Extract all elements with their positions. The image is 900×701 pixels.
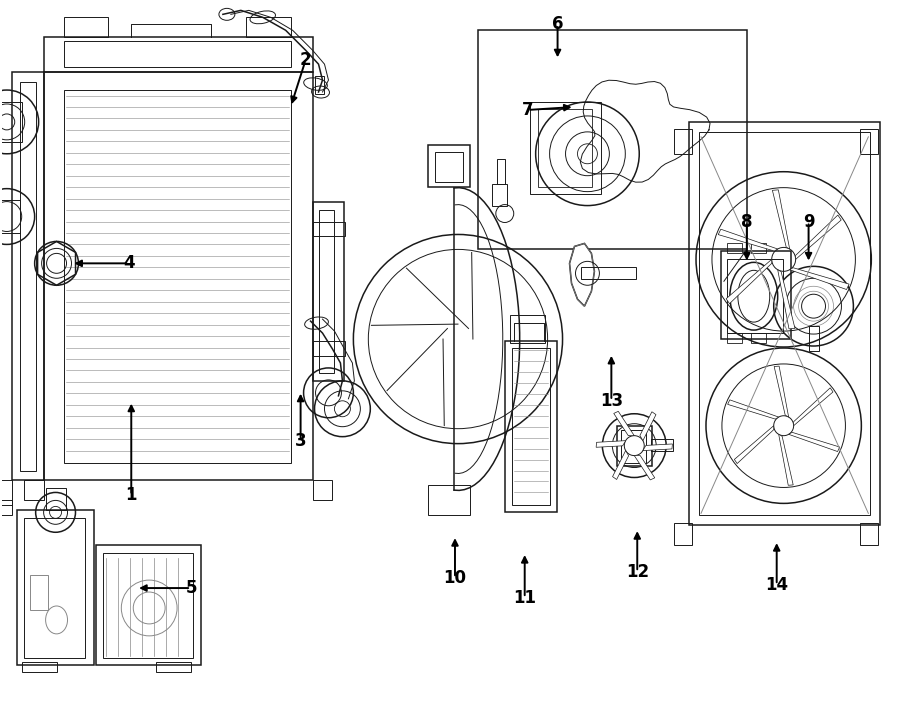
Bar [621,430,646,463]
Text: 1: 1 [125,486,137,505]
Bar [478,30,747,250]
Text: 5: 5 [185,579,197,597]
Polygon shape [596,441,626,447]
Bar [17,510,94,665]
Bar [64,41,291,67]
Bar [64,18,108,37]
Bar [43,37,312,72]
Text: 11: 11 [513,589,536,607]
Bar [312,202,345,381]
Bar [314,76,325,94]
Polygon shape [614,411,634,435]
Bar [727,259,783,333]
Text: 9: 9 [803,212,815,231]
Polygon shape [613,451,628,479]
Bar [860,129,878,154]
Bar [727,333,742,343]
Bar [674,524,692,545]
Bar [512,348,550,505]
Polygon shape [794,388,833,426]
Bar [428,145,470,186]
Bar [808,326,818,351]
Bar [319,210,335,373]
Text: 13: 13 [599,392,623,410]
Bar [689,122,880,525]
Text: 12: 12 [626,563,649,581]
Bar [727,243,742,253]
Bar [46,489,66,510]
Bar [505,341,556,512]
Polygon shape [772,190,789,249]
Text: 4: 4 [123,254,135,273]
Bar [537,109,592,186]
Text: 10: 10 [444,569,466,587]
Text: 2: 2 [300,51,311,69]
Polygon shape [570,243,594,306]
Bar [699,132,870,515]
Bar [751,243,766,253]
Bar [22,662,57,672]
Bar [96,545,201,665]
Polygon shape [778,435,793,485]
Polygon shape [789,268,849,290]
Polygon shape [778,270,795,329]
Bar [157,662,191,672]
Polygon shape [640,411,656,441]
Polygon shape [734,426,774,463]
Text: 6: 6 [552,15,563,34]
Polygon shape [796,215,842,259]
Bar [104,553,193,658]
Bar [12,72,43,480]
Bar [0,102,22,142]
Polygon shape [643,444,672,451]
Bar [674,129,692,154]
Bar [0,200,20,233]
Bar [428,486,470,515]
Bar [581,267,636,279]
Bar [435,152,463,182]
Bar [860,524,878,545]
Text: 14: 14 [765,576,788,594]
Polygon shape [634,456,655,480]
Bar [721,252,790,339]
Bar [64,90,291,463]
Bar [20,82,36,470]
Polygon shape [726,259,771,304]
Text: 7: 7 [522,101,534,119]
Bar [23,518,86,658]
Bar [30,575,48,610]
Bar [246,18,291,37]
Bar [751,333,766,343]
Bar [530,102,601,193]
Polygon shape [774,366,788,417]
Bar [617,426,652,465]
Polygon shape [788,433,840,451]
Text: 8: 8 [741,212,752,231]
Bar [43,72,312,480]
Bar [497,158,505,184]
Bar [509,315,544,343]
Bar [652,439,673,451]
Text: 3: 3 [295,432,306,449]
Polygon shape [727,400,778,419]
Polygon shape [718,229,778,251]
Bar [491,184,507,205]
